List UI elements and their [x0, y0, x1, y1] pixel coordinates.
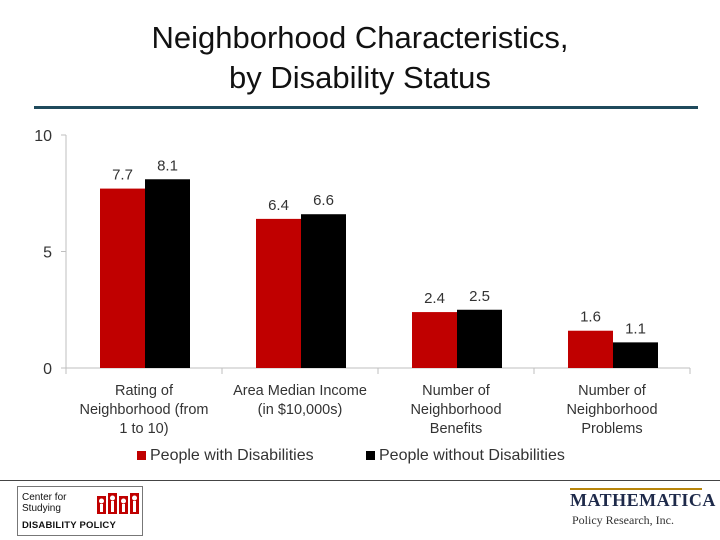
x-tick-label: Number of: [578, 383, 647, 399]
bar: [301, 214, 346, 368]
logo-text-line-2: Studying: [22, 503, 61, 514]
mathematica-subtitle: Policy Research, Inc.: [572, 513, 674, 527]
mathematica-logo: MATHEMATICA Policy Research, Inc.: [566, 488, 715, 532]
people-figures-icon: [97, 493, 139, 514]
x-tick-label: Benefits: [430, 421, 482, 437]
y-tick-label: 0: [43, 361, 52, 378]
data-label: 1.1: [625, 320, 646, 337]
bar: [568, 330, 613, 368]
data-label: 2.4: [424, 290, 445, 307]
title-divider: [34, 106, 698, 109]
mathematica-logo-bar: [570, 488, 702, 490]
bar: [256, 218, 301, 368]
logo-text-line-3: DISABILITY POLICY: [22, 520, 117, 531]
data-label: 6.6: [313, 192, 334, 209]
x-tick-label: Rating of: [115, 383, 174, 399]
legend-label: People with Disabilities: [150, 447, 314, 464]
legend-swatch: [366, 451, 375, 460]
x-tick-label: Neighborhood (from: [80, 402, 209, 418]
bar: [412, 312, 457, 368]
x-tick-label: 1 to 10): [119, 421, 168, 437]
title-line-2: by Disability Status: [229, 60, 491, 95]
x-tick-label: Number of: [422, 383, 491, 399]
bar: [145, 179, 190, 368]
slide-title: Neighborhood Characteristics, by Disabil…: [0, 18, 720, 98]
data-label: 1.6: [580, 309, 601, 326]
data-label: 7.7: [112, 167, 133, 184]
x-tick-label: Area Median Income: [233, 383, 367, 399]
x-tick-label: Neighborhood: [410, 402, 501, 418]
x-tick-label: Neighborhood: [566, 402, 657, 418]
data-label: 2.5: [469, 288, 490, 305]
legend-label: People without Disabilities: [379, 447, 565, 464]
x-tick-label: (in $10,000s): [258, 402, 343, 418]
bar: [457, 309, 502, 368]
data-label: 8.1: [157, 157, 178, 174]
center-for-studying-disability-policy-logo: Center for Studying DISABILITY POLICY: [17, 486, 143, 536]
data-label: 6.4: [268, 197, 289, 214]
x-tick-label: Problems: [581, 421, 642, 437]
y-tick-label: 10: [34, 128, 52, 145]
bar-chart: 0 5 10 7.7 8.1 Rating of Neighborhood (from 1 t…: [34, 128, 691, 464]
footer-divider: [0, 480, 720, 481]
title-line-1: Neighborhood Characteristics,: [151, 20, 569, 55]
legend-swatch: [137, 451, 146, 460]
bar: [613, 342, 658, 368]
mathematica-brand: MATHEMATICA: [570, 490, 716, 510]
bar: [100, 188, 145, 368]
logo-text-line-1: Center for: [22, 492, 67, 503]
y-tick-label: 5: [43, 245, 52, 262]
